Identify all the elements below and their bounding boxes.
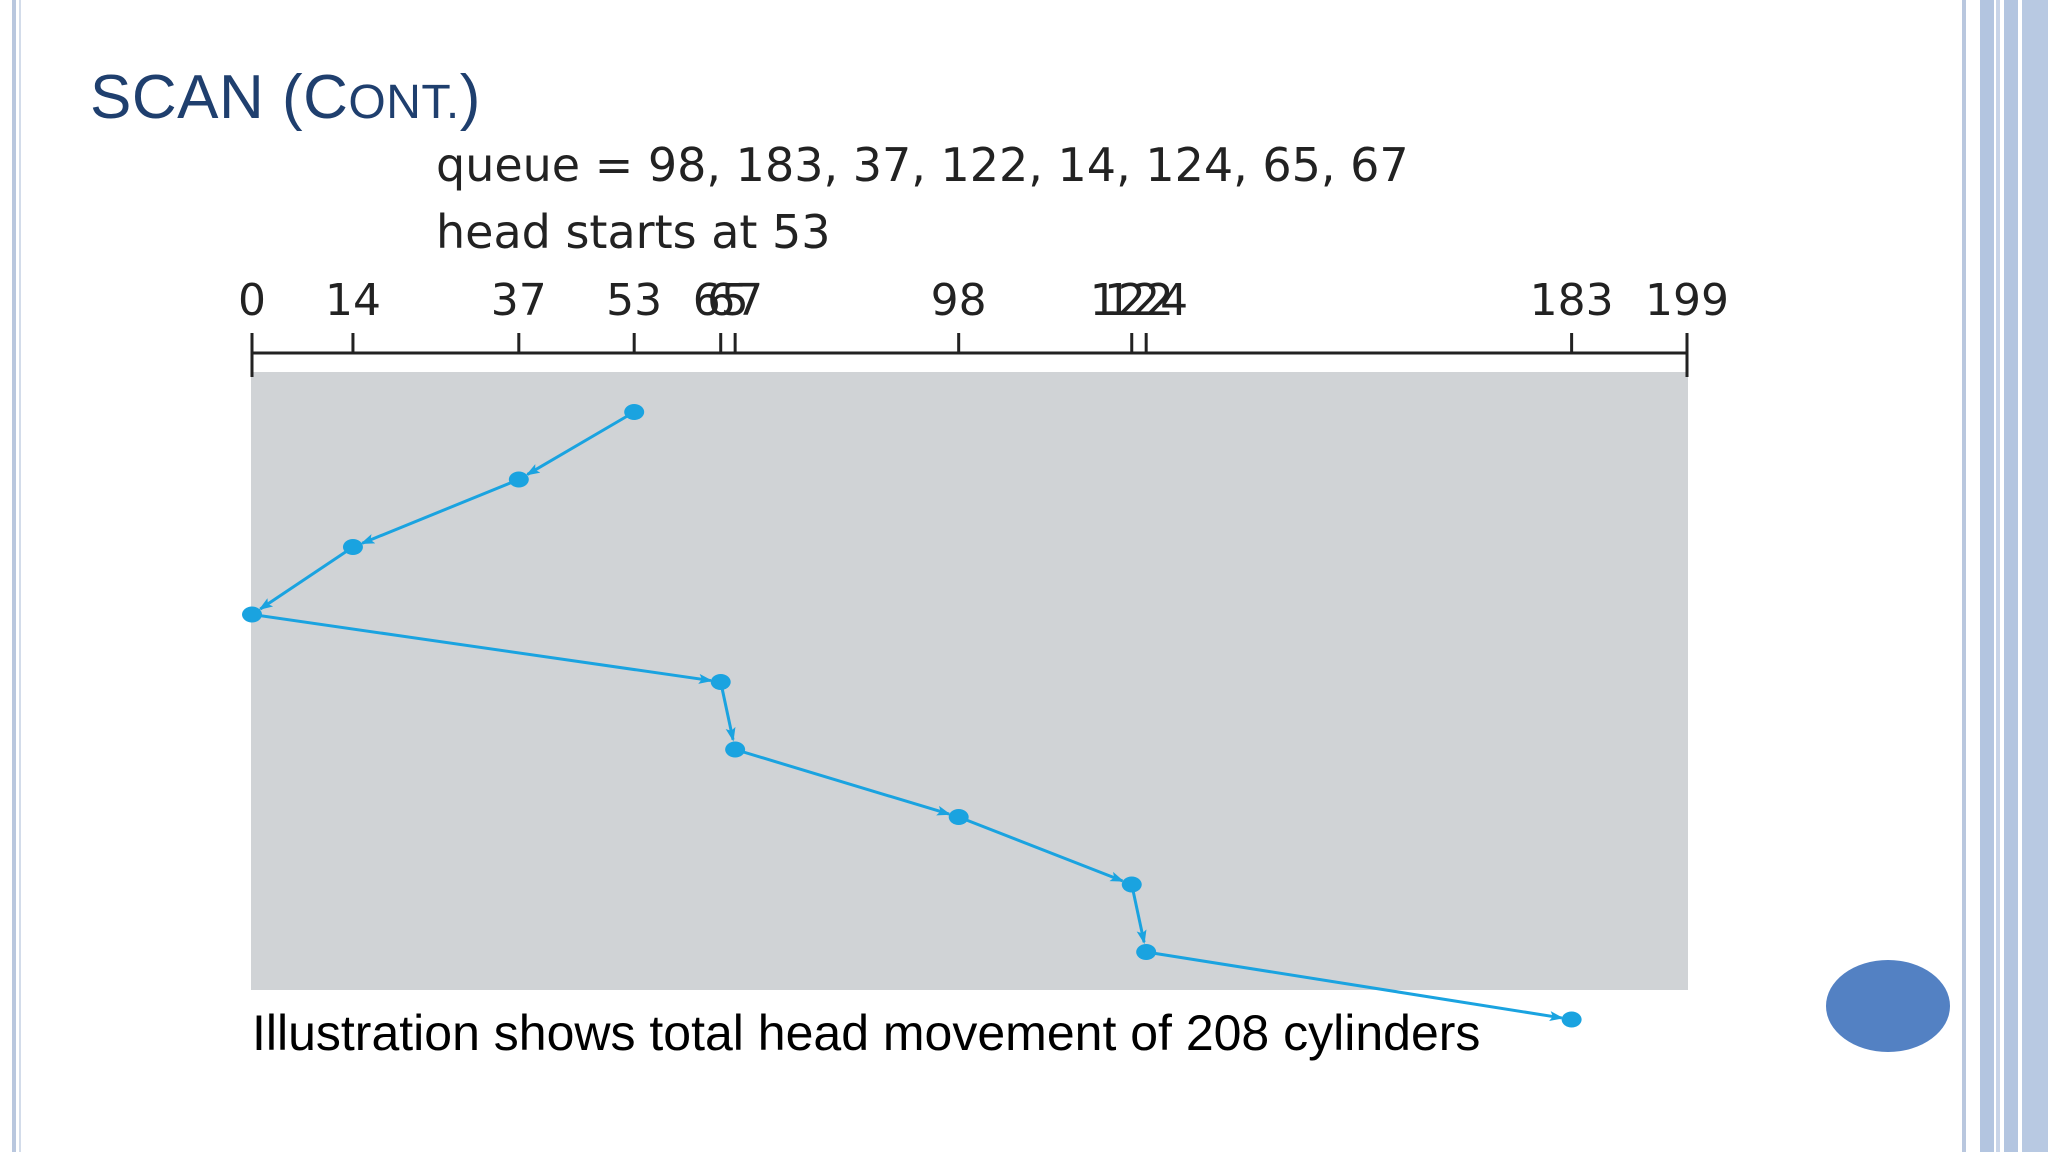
move-124-to-183: [1145, 950, 1564, 1021]
right-decorative-band: [1962, 0, 2048, 1152]
point-53: [624, 404, 645, 420]
head-start-text: head starts at 53: [436, 205, 831, 259]
point-65: [710, 674, 731, 690]
point-37: [508, 471, 529, 488]
move-0-to-65: [251, 613, 713, 684]
request-points: [242, 404, 1582, 1028]
move-53-to-37: [525, 410, 635, 476]
point-0: [242, 606, 262, 623]
tick-label-98: 98: [931, 275, 987, 326]
tick-label-53: 53: [606, 275, 662, 326]
queue-text: queue = 98, 183, 37, 122, 14, 124, 65, 6…: [436, 138, 1409, 192]
tick-label-14: 14: [325, 275, 381, 326]
move-67-to-98: [734, 748, 952, 816]
left-frame-rule-inner: [19, 0, 21, 1152]
move-65-to-67: [719, 681, 736, 742]
title-small-caps: ONT.: [348, 76, 460, 129]
tick-label-124: 124: [1104, 275, 1188, 326]
point-67: [725, 741, 746, 758]
tick-label-199: 199: [1645, 275, 1729, 326]
left-frame-rule: [12, 0, 16, 1152]
diagram-panel: [251, 372, 1688, 990]
point-183: [1561, 1011, 1582, 1028]
tick-label-67: 67: [707, 275, 763, 326]
point-122: [1121, 876, 1142, 893]
tick-label-122: 122: [1090, 275, 1174, 326]
tick-label-37: 37: [491, 275, 547, 326]
move-14-to-0: [258, 545, 354, 611]
tick-label-0: 0: [238, 275, 266, 326]
move-98-to-122: [958, 815, 1125, 883]
tick-label-183: 183: [1530, 275, 1614, 326]
decorative-circle: [1826, 960, 1950, 1052]
caption-text: Illustration shows total head movement o…: [252, 1005, 1481, 1061]
move-37-to-14: [360, 478, 520, 545]
point-14: [342, 539, 363, 555]
head-movement-path: [251, 410, 1564, 1021]
tick-label-65: 65: [693, 275, 749, 326]
move-122-to-124: [1130, 884, 1147, 945]
cylinder-axis: [250, 333, 1689, 377]
title-main: SCAN (C: [90, 63, 349, 132]
point-124: [1136, 944, 1157, 960]
point-98: [948, 809, 969, 825]
slide-title: SCAN (CONT.): [90, 62, 481, 133]
title-close: ): [459, 63, 481, 132]
